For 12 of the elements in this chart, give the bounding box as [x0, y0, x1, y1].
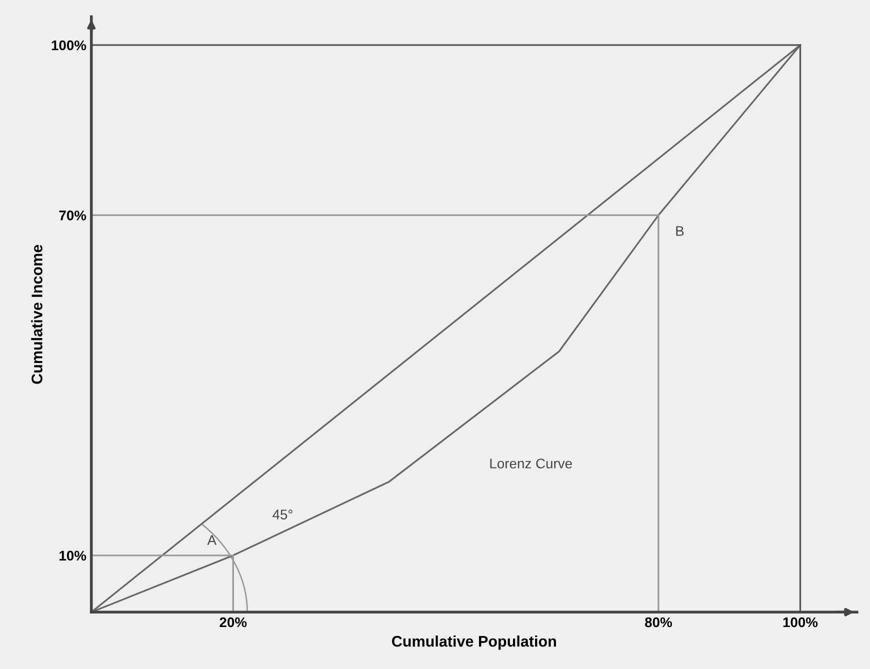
y-tick-label: 10% [60, 550, 86, 561]
x-axis-title: Cumulative Population [392, 636, 556, 650]
annotation: Lorenz Curve [490, 458, 572, 468]
annotation: 45° [272, 510, 292, 520]
annotation: A [207, 535, 216, 545]
y-tick-label: 70% [59, 210, 86, 220]
annotation: B [676, 226, 684, 236]
x-tick-label: 100% [783, 617, 818, 628]
x-tick-label: 20% [220, 617, 247, 628]
y-tick-label: 100% [52, 40, 86, 50]
y-axis-title: Cumulative Income [31, 244, 42, 384]
x-tick-label: 80% [645, 617, 672, 628]
